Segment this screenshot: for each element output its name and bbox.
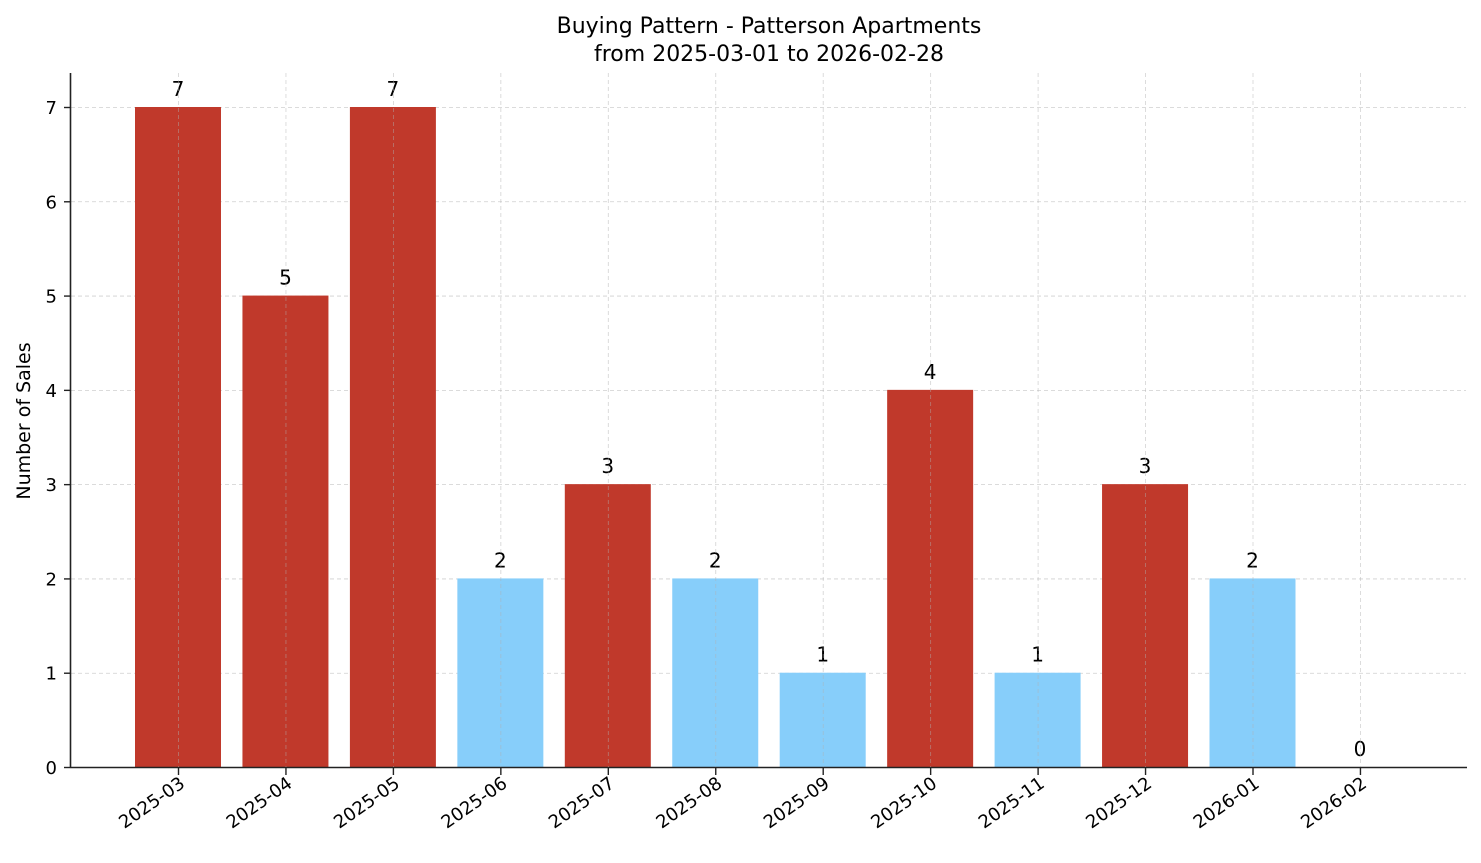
y-tick-label: 1 [46,664,57,685]
x-tick-label: 2025-10 [867,773,941,833]
bar-2025-06 [457,578,544,767]
value-label: 2 [1246,548,1259,572]
bar-2025-12 [1102,484,1189,767]
chart-title: Buying Pattern - Patterson Apartments [557,14,982,39]
x-tick-label: 2026-01 [1190,773,1264,833]
bar-2025-05 [349,107,436,767]
bars [135,107,1296,767]
x-tick-label: 2025-07 [545,773,619,833]
chart-subtitle: from 2025-03-01 to 2026-02-28 [594,42,944,67]
y-tick-label: 5 [46,287,57,308]
value-label: 4 [924,360,937,384]
axes [69,73,1467,769]
x-tick-label: 2026-02 [1297,773,1371,833]
bar-2025-03 [135,107,221,767]
y-tick-label: 3 [46,475,57,496]
x-tick-label: 2025-06 [438,773,512,833]
x-tick-label: 2025-05 [330,773,404,833]
value-label: 2 [494,548,507,572]
x-tick-label: 2025-09 [760,773,834,833]
y-axis-label: Number of Sales [13,342,35,499]
value-label: 1 [816,643,829,667]
bar-2025-10 [887,389,974,767]
x-tick-label: 2025-11 [975,773,1049,833]
value-label: 0 [1354,737,1367,761]
y-tick-label: 4 [46,381,57,402]
bar-2026-01 [1209,578,1296,767]
value-label: 5 [279,266,292,290]
value-label: 1 [1031,643,1044,667]
bar-2025-07 [564,484,651,767]
value-labels: 7 5 7 2 3 2 1 4 1 3 2 0 [172,77,1367,761]
x-tick-label: 2025-08 [652,773,726,833]
y-tick-label: 7 [46,98,57,119]
y-tick-label: 2 [46,569,57,590]
bar-2025-11 [994,672,1081,767]
x-ticks: 2025-03 2025-04 2025-05 2025-06 2025-07 2025-… [115,768,1371,833]
value-label: 2 [709,548,722,572]
y-tick-label: 0 [46,758,57,779]
grid-lines-v [178,73,1361,767]
value-label: 3 [601,454,614,478]
value-label: 3 [1139,454,1152,478]
value-label: 7 [387,77,400,101]
bar-2025-08 [672,578,759,767]
x-tick-label: 2025-04 [223,773,297,833]
bar-2025-09 [779,672,866,767]
x-tick-label: 2025-12 [1082,773,1156,833]
y-tick-label: 6 [46,192,57,213]
value-label: 7 [172,77,185,101]
x-tick-label: 2025-03 [115,773,189,833]
bar-2025-04 [242,295,329,767]
y-ticks: 0 1 2 3 4 5 6 7 [46,98,70,779]
